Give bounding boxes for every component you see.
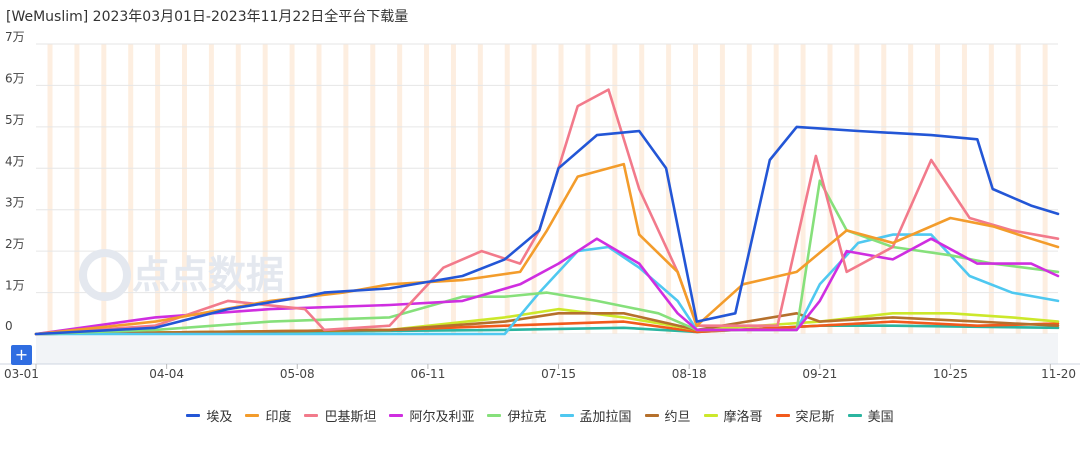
x-tick-label: 08-18 xyxy=(672,367,707,381)
series-line xyxy=(34,88,1060,336)
y-tick-label: 6万 xyxy=(5,71,25,85)
legend-label: 伊拉克 xyxy=(507,410,547,425)
y-tick-label: 0 xyxy=(5,319,13,333)
legend-label: 印度 xyxy=(265,410,292,425)
y-tick-label: 4万 xyxy=(5,154,25,168)
y-tick-label: 5万 xyxy=(5,113,25,127)
legend: 埃及 印度 巴基斯坦 阿尔及利亚 伊拉克 孟加拉国 约旦 摩洛哥 突尼斯 美国 xyxy=(0,406,1080,425)
series-line xyxy=(34,320,1060,336)
watermark: 点点数据 xyxy=(132,253,284,297)
y-tick-label: 7万 xyxy=(5,30,25,44)
series-line xyxy=(34,125,1060,336)
legend-item[interactable]: 印度 xyxy=(245,406,291,425)
legend-swatch-icon xyxy=(644,414,659,417)
x-tick-label: 10-25 xyxy=(933,367,968,381)
legend-label: 突尼斯 xyxy=(795,410,835,425)
legend-item[interactable]: 约旦 xyxy=(644,406,691,425)
y-tick-label: 2万 xyxy=(5,237,25,251)
x-tick-label: 09-21 xyxy=(802,367,837,381)
legend-item[interactable]: 巴基斯坦 xyxy=(304,406,376,425)
chart-title: [WeMuslim] 2023年03月01日-2023年11月22日全平台下载量 xyxy=(6,9,409,25)
legend-swatch-icon xyxy=(847,414,862,417)
legend-label: 摩洛哥 xyxy=(723,410,763,425)
legend-label: 美国 xyxy=(867,410,894,425)
legend-swatch-icon xyxy=(245,414,260,417)
legend-label: 埃及 xyxy=(206,410,233,425)
x-tick-label: 03-01 xyxy=(4,367,39,381)
legend-swatch-icon xyxy=(487,414,502,417)
legend-swatch-icon xyxy=(304,414,319,417)
x-tick-label: 07-15 xyxy=(541,367,576,381)
legend-item[interactable]: 突尼斯 xyxy=(775,406,835,425)
legend-swatch-icon xyxy=(775,414,790,417)
x-axis-strip xyxy=(36,334,1058,364)
x-tick-label: 04-04 xyxy=(149,367,184,381)
legend-item[interactable]: 伊拉克 xyxy=(487,406,547,425)
legend-item[interactable]: 孟加拉国 xyxy=(559,406,632,425)
x-tick-label: 11-20 xyxy=(1041,367,1076,381)
x-tick-label: 06-11 xyxy=(410,367,445,381)
legend-item[interactable]: 阿尔及利亚 xyxy=(389,406,474,425)
y-tick-label: 3万 xyxy=(5,196,25,210)
legend-swatch-icon xyxy=(703,414,718,417)
legend-item[interactable]: 埃及 xyxy=(186,406,232,425)
watermark-logo-icon xyxy=(79,249,131,301)
legend-label: 巴基斯坦 xyxy=(324,410,377,425)
x-tick-label: 05-08 xyxy=(280,367,315,381)
legend-item[interactable]: 美国 xyxy=(847,406,894,425)
legend-label: 孟加拉国 xyxy=(579,410,632,425)
legend-item[interactable]: 摩洛哥 xyxy=(703,406,763,425)
zoom-button[interactable]: + xyxy=(11,345,32,365)
legend-swatch-icon xyxy=(389,414,404,417)
legend-label: 阿尔及利亚 xyxy=(409,410,475,425)
legend-swatch-icon xyxy=(186,414,201,417)
y-tick-label: 1万 xyxy=(5,279,25,293)
legend-label: 约旦 xyxy=(664,410,691,425)
legend-swatch-icon xyxy=(559,414,574,417)
series-line xyxy=(34,237,1060,336)
